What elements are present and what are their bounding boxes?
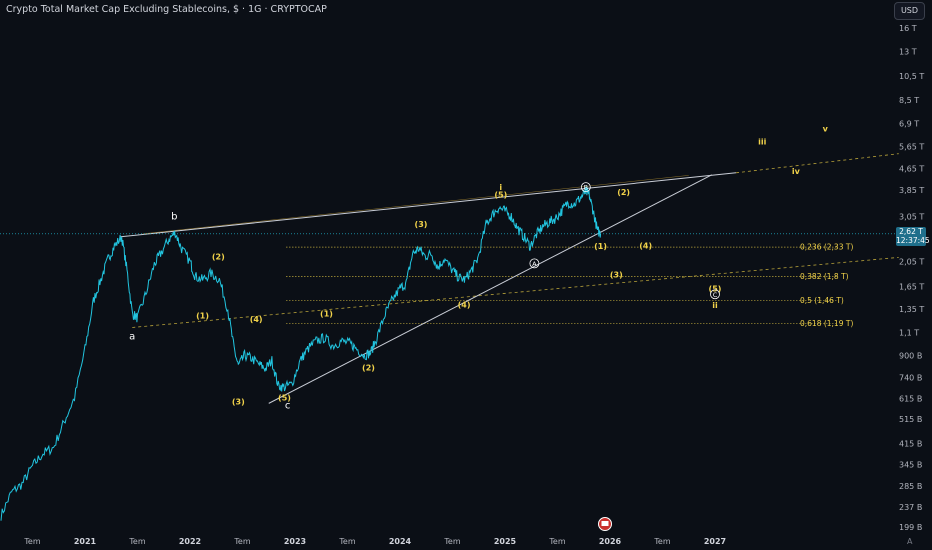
wave-label: (4) xyxy=(639,242,652,251)
trendlines xyxy=(119,153,899,404)
wave-label: a xyxy=(129,332,135,343)
wave-label: iv xyxy=(792,167,801,176)
y-tick-label: 16 T xyxy=(899,24,917,33)
fib-level-label: 0,5 (1,46 T) xyxy=(800,296,844,305)
y-tick-label: 285 B xyxy=(899,482,922,491)
fib-level-label: 0,618 (1,19 T) xyxy=(800,319,853,328)
wave-label: (5) xyxy=(709,284,722,293)
price-line xyxy=(0,186,602,521)
y-tick-label: 13 T xyxy=(899,48,917,57)
wave-label: ii xyxy=(712,301,718,310)
y-tick-label: 415 B xyxy=(899,439,922,448)
circled-wave-label: C xyxy=(710,289,720,300)
bar-countdown: 12:37:45 xyxy=(896,236,930,245)
x-tick-label: 2021 xyxy=(74,537,97,546)
x-tick-label: 2025 xyxy=(494,537,517,546)
wave-label: (3) xyxy=(232,397,245,406)
upper-trendline xyxy=(119,172,737,238)
y-tick-label: 900 B xyxy=(899,351,922,360)
x-tick-label: Tem xyxy=(443,537,460,546)
x-axis: Tem 2021 Tem 2022 Tem 2023 Tem 2024 Tem 2025 Tem 20… xyxy=(23,537,726,546)
circled-wave-labels: B A C xyxy=(529,182,720,300)
x-tick-label: 2027 xyxy=(704,537,726,546)
y-tick-label: 5,65 T xyxy=(899,142,924,151)
y-tick-label: 515 B xyxy=(899,415,922,424)
wave-label: iii xyxy=(758,137,766,146)
wave-label: (5) xyxy=(494,191,507,200)
y-tick-label: 1,65 T xyxy=(899,282,924,291)
upper-trendline-extension xyxy=(735,153,899,174)
wave-label: i xyxy=(499,183,502,192)
y-tick-label: 740 B xyxy=(899,374,922,383)
x-tick-label: 2026 xyxy=(599,537,622,546)
wave-label: (2) xyxy=(212,252,225,261)
current-price-badge: 2,62 T 12:37:45 xyxy=(896,227,930,246)
y-tick-label: 4,65 T xyxy=(899,165,924,174)
x-tick-label: 2022 xyxy=(179,537,201,546)
rising-trendline xyxy=(268,174,713,404)
y-tick-label: 1,35 T xyxy=(899,305,924,314)
wave-label: (5) xyxy=(278,394,291,403)
x-tick-label: Tem xyxy=(23,537,40,546)
x-tick-label: Tem xyxy=(128,537,145,546)
wave-label: (4) xyxy=(458,300,471,309)
wave-label: (1) xyxy=(196,311,209,320)
wave-label: v xyxy=(823,125,829,134)
y-axis: 16 T 13 T 10,5 T 8,5 T 6,9 T 5,65 T 4,65 T 3,85… xyxy=(899,24,924,532)
y-tick-label: 10,5 T xyxy=(899,72,924,81)
fib-levels: 0,236 (2,33 T) 0,382 (1,8 T) 0,5 (1,46 T) 0… xyxy=(286,243,853,328)
current-price-value: 2,62 T xyxy=(899,227,923,236)
x-tick-label: Tem xyxy=(548,537,565,546)
y-tick-label: 615 B xyxy=(899,395,922,404)
currency-button[interactable]: USD xyxy=(894,2,925,20)
y-tick-label: 199 B xyxy=(899,523,922,532)
y-tick-label: 3,85 T xyxy=(899,186,924,195)
wave-label: (3) xyxy=(610,271,623,280)
y-tick-label: 345 B xyxy=(899,460,922,469)
wave-label: b xyxy=(171,212,177,223)
y-tick-label: 3,05 T xyxy=(899,213,924,222)
wave-label: (3) xyxy=(415,220,428,229)
y-tick-label: 6,9 T xyxy=(899,120,919,129)
auto-scale-button[interactable]: A xyxy=(907,537,913,546)
wave-label: c xyxy=(285,400,291,411)
upper-trendline-shadow xyxy=(142,175,689,235)
x-tick-label: 2024 xyxy=(389,537,412,546)
svg-text:B: B xyxy=(584,184,588,192)
fib-level-label: 0,382 (1,8 T) xyxy=(800,272,849,281)
wave-label: (1) xyxy=(320,310,333,319)
svg-text:A: A xyxy=(532,260,537,268)
fib-level-label: 0,236 (2,33 T) xyxy=(800,243,853,252)
lower-channel-line xyxy=(132,256,899,328)
x-tick-label: Tem xyxy=(233,537,250,546)
y-tick-label: 2,05 T xyxy=(899,258,924,267)
wave-label: (1) xyxy=(594,242,607,251)
y-tick-label: 1,1 T xyxy=(899,329,919,338)
wave-label: (2) xyxy=(617,188,630,197)
circled-wave-label: A xyxy=(529,258,540,269)
x-tick-label: Tem xyxy=(338,537,355,546)
wave-labels: abc(1)(2)(3)(4)(5)(1)(2)(3)(4)(5)i(1)(2)… xyxy=(129,125,828,412)
wave-label: (4) xyxy=(250,315,263,324)
y-tick-label: 8,5 T xyxy=(899,96,919,105)
chart-title: Crypto Total Market Cap Excluding Stable… xyxy=(6,4,327,15)
event-flag-icon[interactable] xyxy=(598,517,612,531)
wave-label: (2) xyxy=(362,363,375,372)
x-tick-label: Tem xyxy=(653,537,670,546)
svg-text:C: C xyxy=(713,291,718,299)
circled-wave-label: B xyxy=(580,182,591,193)
y-tick-label: 237 B xyxy=(899,503,922,512)
x-tick-label: 2023 xyxy=(284,537,306,546)
